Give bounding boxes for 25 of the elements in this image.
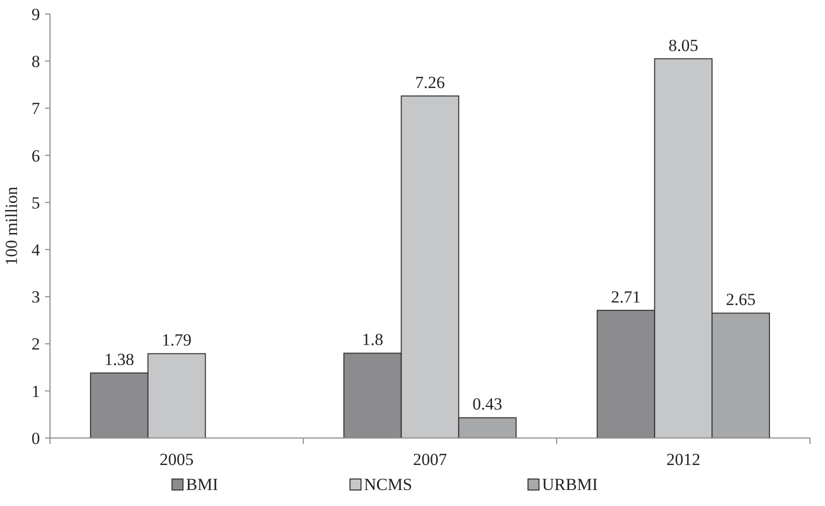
- data-label: 2.71: [611, 287, 641, 306]
- x-tick-label: 2005: [160, 450, 194, 469]
- y-tick-label: 4: [32, 240, 40, 260]
- y-tick-label: 0: [32, 428, 40, 448]
- y-axis-title: 100 million: [2, 186, 21, 266]
- data-label: 0.43: [472, 394, 502, 414]
- y-tick-label: 5: [32, 193, 40, 212]
- data-label: 2.65: [726, 290, 756, 310]
- x-tick-label: 2007: [413, 450, 448, 469]
- y-tick-label: 6: [32, 146, 40, 166]
- y-tick-label: 3: [32, 288, 40, 307]
- y-tick-label: 9: [32, 4, 40, 24]
- data-label: 8.05: [668, 36, 698, 55]
- y-tick-label: 2: [32, 334, 40, 354]
- legend-label: BMI: [186, 475, 218, 494]
- legend-label: NCMS: [364, 475, 412, 494]
- data-label: 1.79: [162, 330, 192, 350]
- x-tick-label: 2012: [666, 450, 700, 469]
- data-label: 1.38: [104, 350, 134, 369]
- legend-label: URBMI: [542, 475, 598, 494]
- data-label: 7.26: [415, 72, 445, 92]
- data-label: 1.8: [362, 330, 384, 350]
- y-tick-label: 1: [32, 382, 40, 401]
- y-tick-label: 7: [32, 99, 40, 118]
- y-tick-label: 8: [32, 52, 40, 72]
